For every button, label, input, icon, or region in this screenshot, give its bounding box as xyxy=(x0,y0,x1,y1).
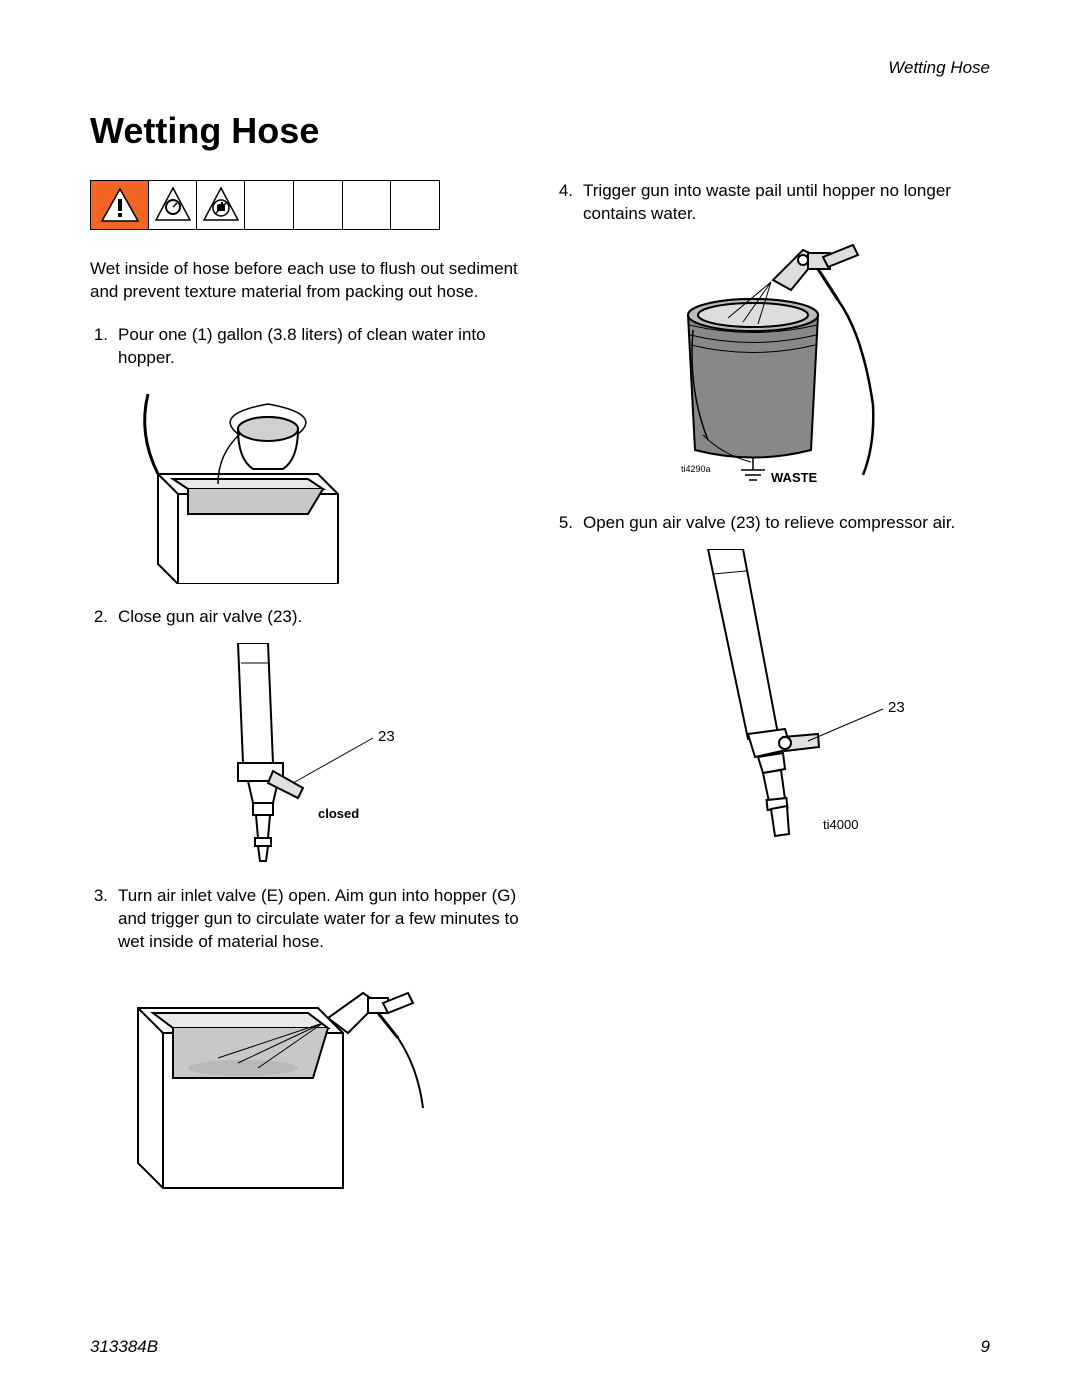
step-4-text: Trigger gun into waste pail until hopper… xyxy=(583,180,990,226)
figure-circulate xyxy=(118,968,525,1198)
right-column: 4. Trigger gun into waste pail until hop… xyxy=(555,180,990,1220)
warning-empty-4 xyxy=(391,181,439,229)
warning-icon-strip: MPa/bar/PSI xyxy=(90,180,440,230)
step-3-text: Turn air inlet valve (E) open. Aim gun i… xyxy=(118,885,525,954)
content-columns: MPa/bar/PSI Wet inside of hose before ea… xyxy=(90,180,990,1220)
step-2: 2. Close gun air valve (23). xyxy=(90,606,525,629)
step-2-text: Close gun air valve (23). xyxy=(118,606,525,629)
figure-waste-pail: ti4290a WASTE xyxy=(555,240,990,490)
callout-waste: WASTE xyxy=(771,470,818,485)
pressure-gauge-icon: MPa/bar/PSI xyxy=(149,181,197,229)
footer-doc-id: 313384B xyxy=(90,1337,158,1357)
footer-page-num: 9 xyxy=(981,1337,990,1357)
step-5-num: 5. xyxy=(555,512,583,535)
page-title: Wetting Hose xyxy=(90,110,990,152)
step-5: 5. Open gun air valve (23) to relieve co… xyxy=(555,512,990,535)
step-1-num: 1. xyxy=(90,324,118,370)
warning-empty-3 xyxy=(343,181,392,229)
warning-empty-2 xyxy=(294,181,343,229)
callout-23-closed: 23 xyxy=(378,728,395,745)
figure-valve-closed: 23 closed xyxy=(118,643,525,863)
step-3: 3. Turn air inlet valve (E) open. Aim gu… xyxy=(90,885,525,954)
svg-text:MPa/bar/PSI: MPa/bar/PSI xyxy=(161,214,184,219)
callout-ti4000: ti4000 xyxy=(823,817,858,832)
figure-hopper-pour xyxy=(118,384,525,584)
step-5-text: Open gun air valve (23) to relieve compr… xyxy=(583,512,990,535)
step-1: 1. Pour one (1) gallon (3.8 liters) of c… xyxy=(90,324,525,370)
header-section: Wetting Hose xyxy=(888,58,990,78)
step-4: 4. Trigger gun into waste pail until hop… xyxy=(555,180,990,226)
figure-valve-open: 23 ti4000 xyxy=(555,549,990,849)
left-column: MPa/bar/PSI Wet inside of hose before ea… xyxy=(90,180,525,1220)
step-1-text: Pour one (1) gallon (3.8 liters) of clea… xyxy=(118,324,525,370)
step-3-num: 3. xyxy=(90,885,118,954)
callout-23-open: 23 xyxy=(888,699,905,716)
step-2-num: 2. xyxy=(90,606,118,629)
warning-empty-1 xyxy=(245,181,294,229)
callout-ti4290a: ti4290a xyxy=(681,464,711,474)
intro-text: Wet inside of hose before each use to fl… xyxy=(90,258,525,304)
step-4-num: 4. xyxy=(555,180,583,226)
no-hand-icon xyxy=(197,181,245,229)
page-footer: 313384B 9 xyxy=(90,1337,990,1357)
callout-closed: closed xyxy=(318,806,359,821)
warning-triangle-icon xyxy=(91,181,149,229)
